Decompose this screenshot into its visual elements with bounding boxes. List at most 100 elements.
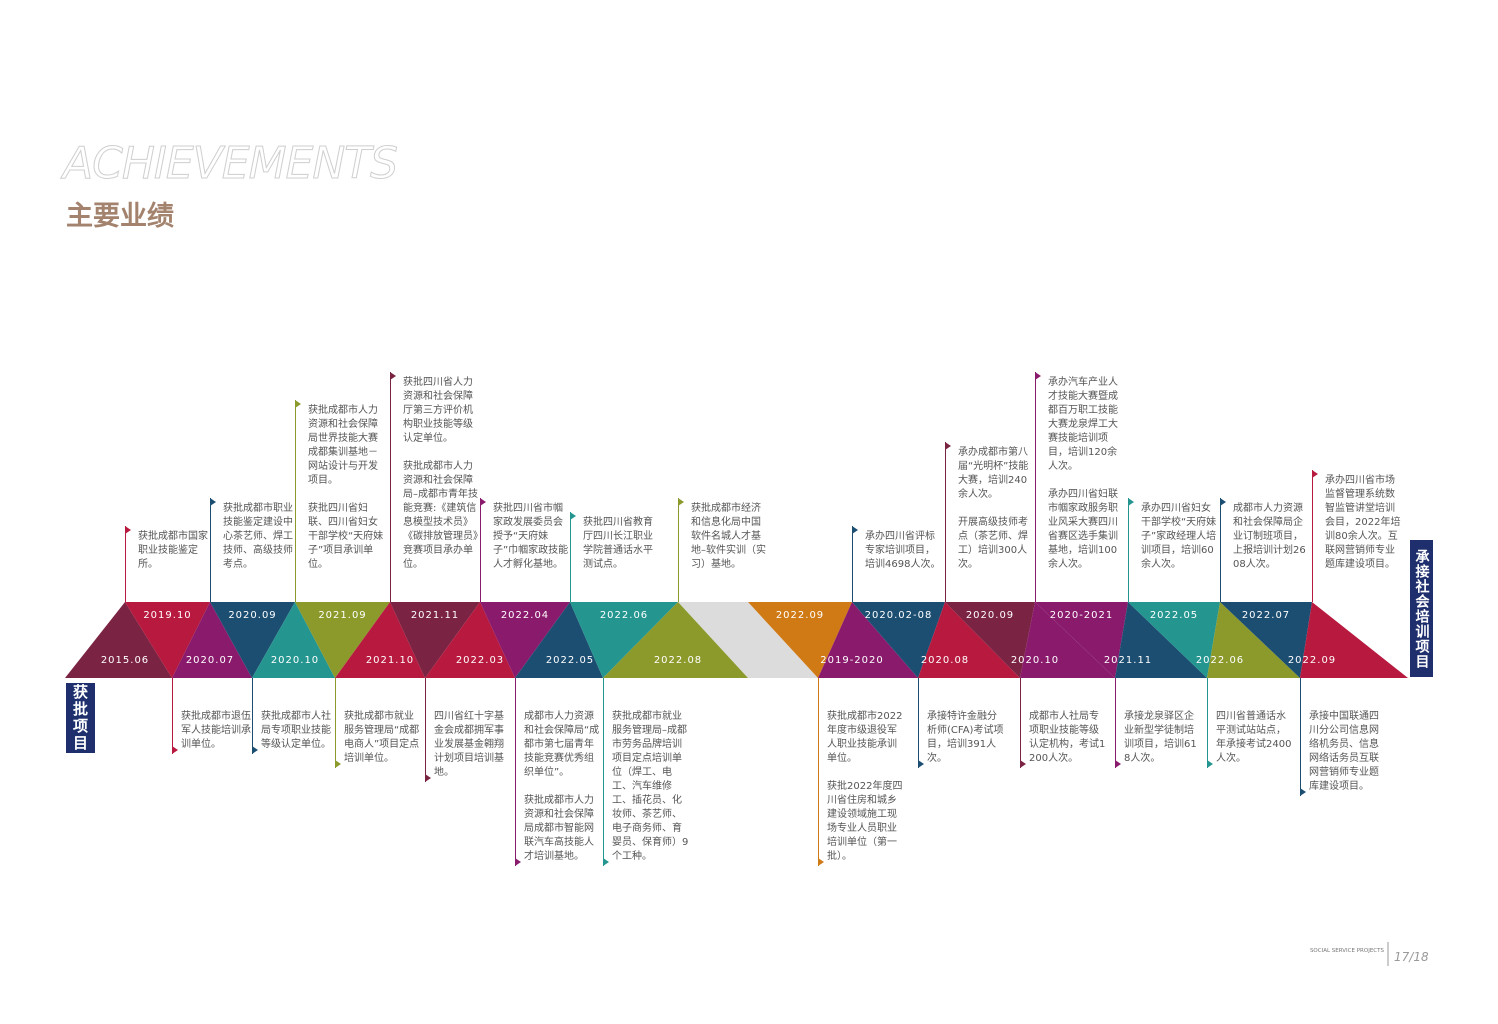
segment (818, 602, 918, 678)
note: 获批四川省教育厅四川长江职业学院普通话水平测试点。 (583, 517, 653, 570)
note: 获批成都市人力资源和社会保障局世界技能大赛成都集训基地－网站设计与开发项目。 (308, 405, 378, 486)
note: 获批成都市人社局专项职业技能等级认定单位。 (261, 711, 331, 750)
connector-tip (252, 746, 258, 754)
note: 承办四川省市场监督管理系统数智监管讲堂培训会目，2022年培训80余人次。互联网… (1325, 475, 1401, 570)
date-label: 2020.10 (270, 655, 320, 666)
connector-tip (125, 526, 131, 534)
date-label: 2022.06 (599, 610, 649, 621)
connector (852, 526, 853, 602)
header-title: ACHIEVEMENTS (60, 138, 397, 189)
segment (1020, 602, 1115, 678)
segment (1300, 602, 1408, 678)
segment (295, 602, 390, 678)
connector (1035, 372, 1036, 602)
note: 获批四川省妇联、四川省妇女干部学校“天府妹子”项目承训单位。 (308, 503, 384, 570)
note: 承办成都市第八届“光明杯”技能大赛，培训240余人次。 (958, 447, 1029, 500)
date-label: 2021.11 (1103, 655, 1153, 666)
connector (570, 512, 571, 602)
top-notes: 承办四川省评标专家培训项目，培训4698人次。 (865, 530, 943, 572)
segment (210, 602, 295, 678)
connector (603, 678, 604, 866)
connector (1207, 678, 1208, 768)
connector (172, 678, 173, 754)
top-notes: 获批成都市人力资源和社会保障局世界技能大赛成都集训基地－网站设计与开发项目。获批… (308, 404, 386, 572)
note: 获批成都市就业服务管理局–成都市劳务品牌培训项目定点培训单位（焊工、电工、汽车维… (612, 711, 689, 862)
note: 四川省红十字基金会成都拥军事业发展基金翱翔计划项目培训基地。 (434, 711, 504, 778)
connector-tip (1207, 760, 1213, 768)
bottom-notes: 四川省红十字基金会成都拥军事业发展基金翱翔计划项目培训基地。 (434, 710, 512, 780)
note: 承接特许金融分析师(CFA)考试项目，培训391人次。 (927, 711, 1004, 764)
connector-tip (335, 760, 341, 768)
segment (252, 602, 335, 678)
note: 获批成都市人力资源和社会保障局成都市智能网联汽车高技能人才培训基地。 (524, 795, 594, 862)
connector-tip (1020, 760, 1026, 768)
date-label: 2020.08 (920, 655, 970, 666)
bottom-notes: 四川省普通话水平测试站站点，年承接考试2400人次。 (1216, 710, 1294, 766)
top-notes: 获批成都市国家职业技能鉴定所。 (138, 530, 216, 572)
note: 承接中国联通四川分公司信息网络机务员、信息网络话务员互联网营销师专业题库建设项目… (1309, 711, 1379, 792)
segment (172, 602, 252, 678)
date-label: 2020.09 (228, 610, 277, 621)
connector-tip (945, 442, 951, 450)
connector (678, 498, 679, 602)
note: 开展高级技师考点（茶艺师、焊工）培训300人次。 (958, 517, 1028, 570)
connector (1300, 678, 1301, 796)
connector-tip (918, 760, 924, 768)
connector-tip (1128, 498, 1134, 506)
segment (945, 602, 1035, 678)
note: 获批成都市经济和信息化局中国软件名城人才基地–软件实训（实习）基地。 (691, 503, 766, 570)
connector (945, 442, 946, 602)
top-notes: 成都市人力资源和社会保障局企业订制班项目，上报培训计划2608人次。 (1233, 502, 1311, 572)
connector (1115, 678, 1116, 768)
note: 获批成都市退伍军人技能培训承训单位。 (181, 711, 251, 750)
note: 承办四川省妇女干部学校“天府妹子”家政经理人培训项目，培训60余人次。 (1141, 503, 1217, 570)
connector (1312, 470, 1313, 602)
date-label: 2020.07 (185, 655, 235, 666)
top-notes: 承办四川省市场监督管理系统数智监管讲堂培训会目，2022年培训80余人次。互联网… (1325, 474, 1403, 572)
bottom-notes: 获批成都市2022年度市级退役军人职业技能承训单位。 获批2022年度四川省住房和… (827, 710, 905, 864)
segment (125, 602, 210, 678)
bottom-notes: 获批成都市就业服务管理局–成都市劳务品牌培训项目定点培训单位（焊工、电工、汽车维… (612, 710, 690, 864)
segment (1035, 602, 1128, 678)
note: 获批四川省人力资源和社会保障厅第三方评价机构职业技能等级认定单位。 (403, 377, 473, 444)
segment (1207, 602, 1300, 678)
note: 承办汽车产业人才技能大赛暨成都百万职工技能大赛龙泉焊工大赛技能培训项目，培训12… (1048, 377, 1118, 472)
segment (1220, 602, 1312, 678)
date-label: 2022.05 (1149, 610, 1199, 621)
connector (125, 526, 126, 602)
segment (335, 602, 425, 678)
left-label: 获批项目 (66, 683, 95, 753)
date-label: 2022.09 (775, 610, 825, 621)
date-label: 2020.09 (965, 610, 1015, 621)
date-label: 2021.09 (318, 610, 367, 621)
note: 四川省普通话水平测试站站点，年承接考试2400人次。 (1216, 711, 1292, 764)
connector (1128, 498, 1129, 602)
segment (852, 602, 945, 678)
connector (818, 678, 819, 866)
segment (480, 602, 570, 678)
connector (390, 372, 391, 602)
connector-tip (818, 858, 824, 866)
date-label: 2022.03 (455, 655, 505, 666)
top-notes: 承办汽车产业人才技能大赛暨成都百万职工技能大赛龙泉焊工大赛技能培训项目，培训12… (1048, 376, 1126, 572)
segment (425, 602, 515, 678)
connector (210, 498, 211, 602)
bottom-notes: 承接中国联通四川分公司信息网络机务员、信息网络话务员互联网营销师专业题库建设项目… (1309, 710, 1387, 794)
bottom-notes: 获批成都市人社局专项职业技能等级认定单位。 (261, 710, 339, 752)
top-notes: 获批成都市职业技能鉴定建设中心茶艺师、焊工技师、高级技师考点。 (223, 502, 301, 572)
bottom-notes: 获批成都市就业服务管理局“成都电商人”项目定点培训单位。 (344, 710, 422, 766)
connector-tip (390, 372, 396, 380)
top-notes: 获批四川省市帼家政发展委员会授予“天府妹子”巾帼家政技能人才孵化基地。 (493, 502, 571, 572)
segment (515, 602, 603, 678)
note: 获批成都市国家职业技能鉴定所。 (138, 531, 208, 570)
note: 获批成都市职业技能鉴定建设中心茶艺师、焊工技师、高级技师考点。 (223, 503, 293, 570)
top-notes: 获批四川省人力资源和社会保障厅第三方评价机构职业技能等级认定单位。 获批成都市人力… (403, 376, 481, 572)
date-label: 2020.10 (1010, 655, 1060, 666)
connector-tip (1115, 760, 1121, 768)
note: 获批成都市就业服务管理局“成都电商人”项目定点培训单位。 (344, 711, 420, 764)
note: 成都市人社局专项职业技能等级认定机构，考试1200人次。 (1029, 711, 1106, 764)
segment (1128, 602, 1220, 678)
connector-tip (570, 512, 576, 520)
